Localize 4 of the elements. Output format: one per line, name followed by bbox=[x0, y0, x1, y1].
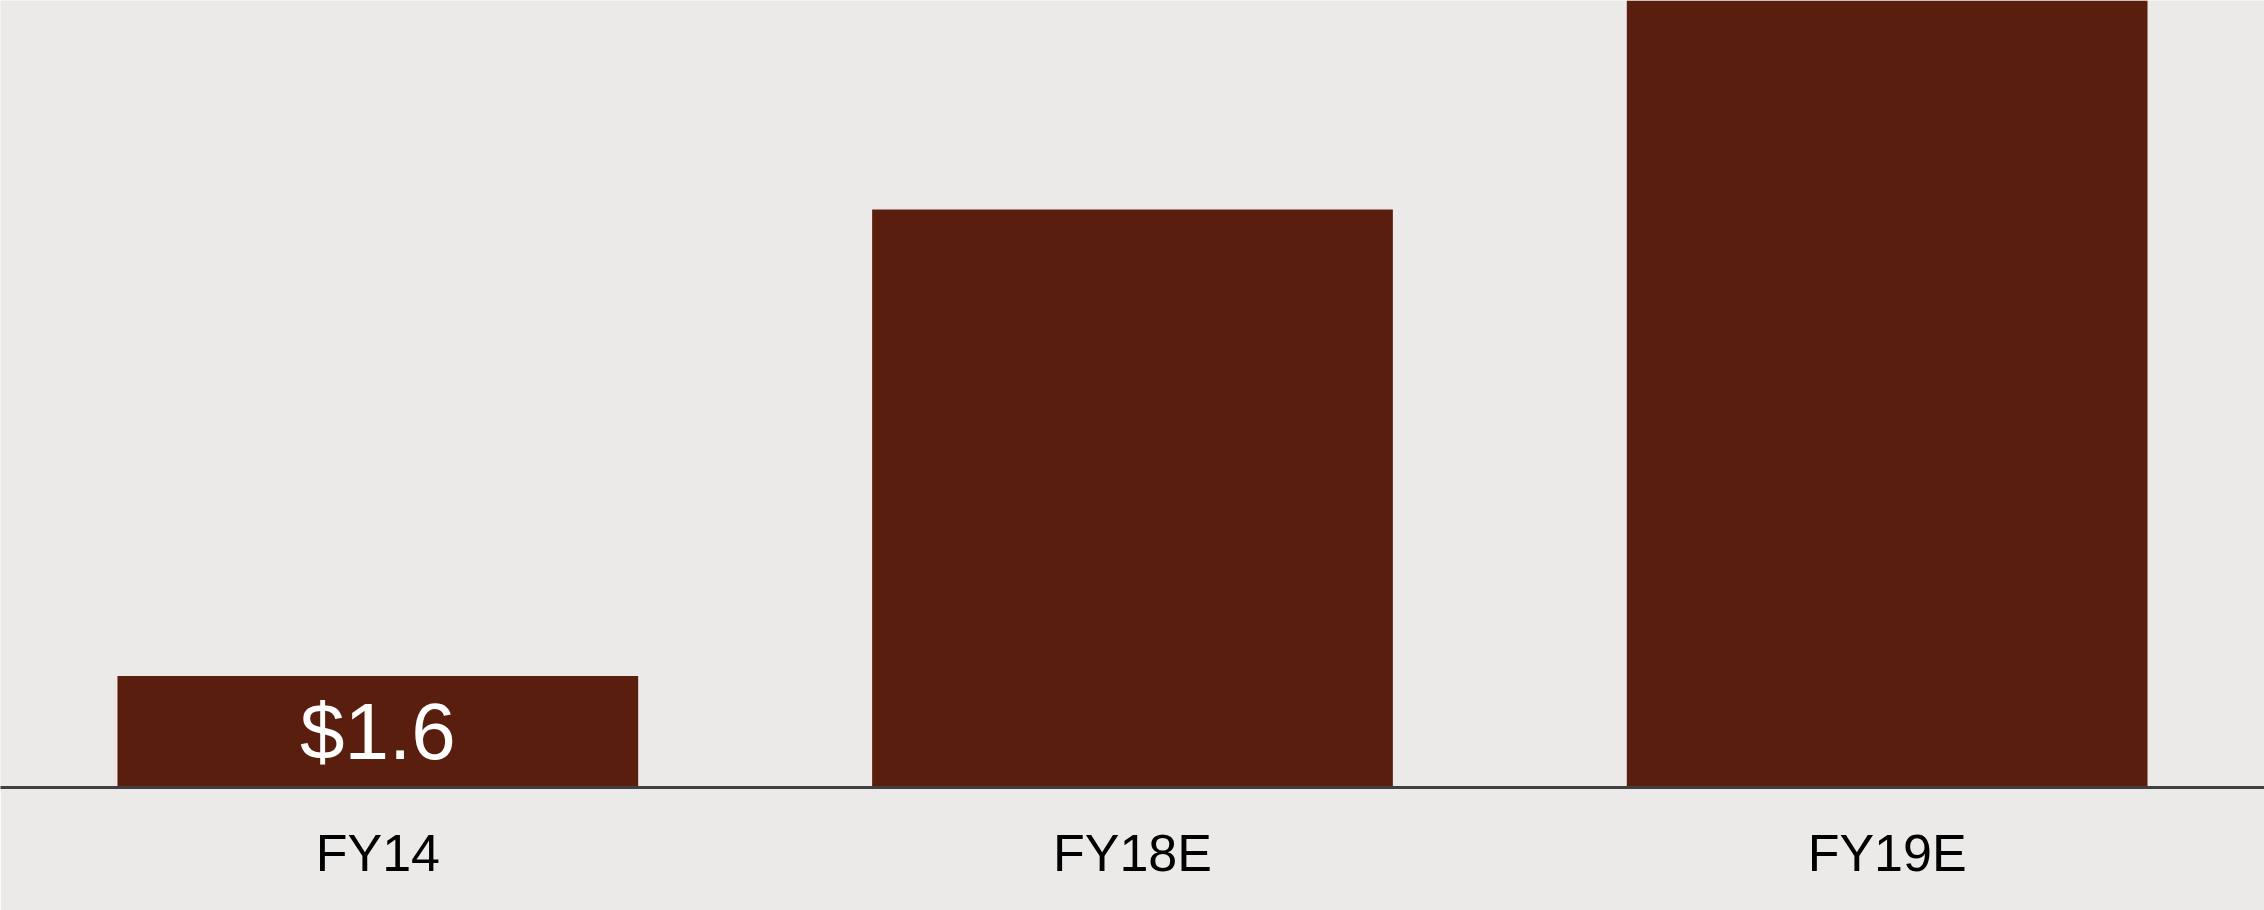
x-tick-label: FY18E bbox=[1053, 823, 1212, 882]
data-label: $1.6 bbox=[299, 687, 456, 777]
x-tick-label: FY14 bbox=[315, 823, 440, 882]
x-tick-label: FY19E bbox=[1807, 823, 1967, 882]
